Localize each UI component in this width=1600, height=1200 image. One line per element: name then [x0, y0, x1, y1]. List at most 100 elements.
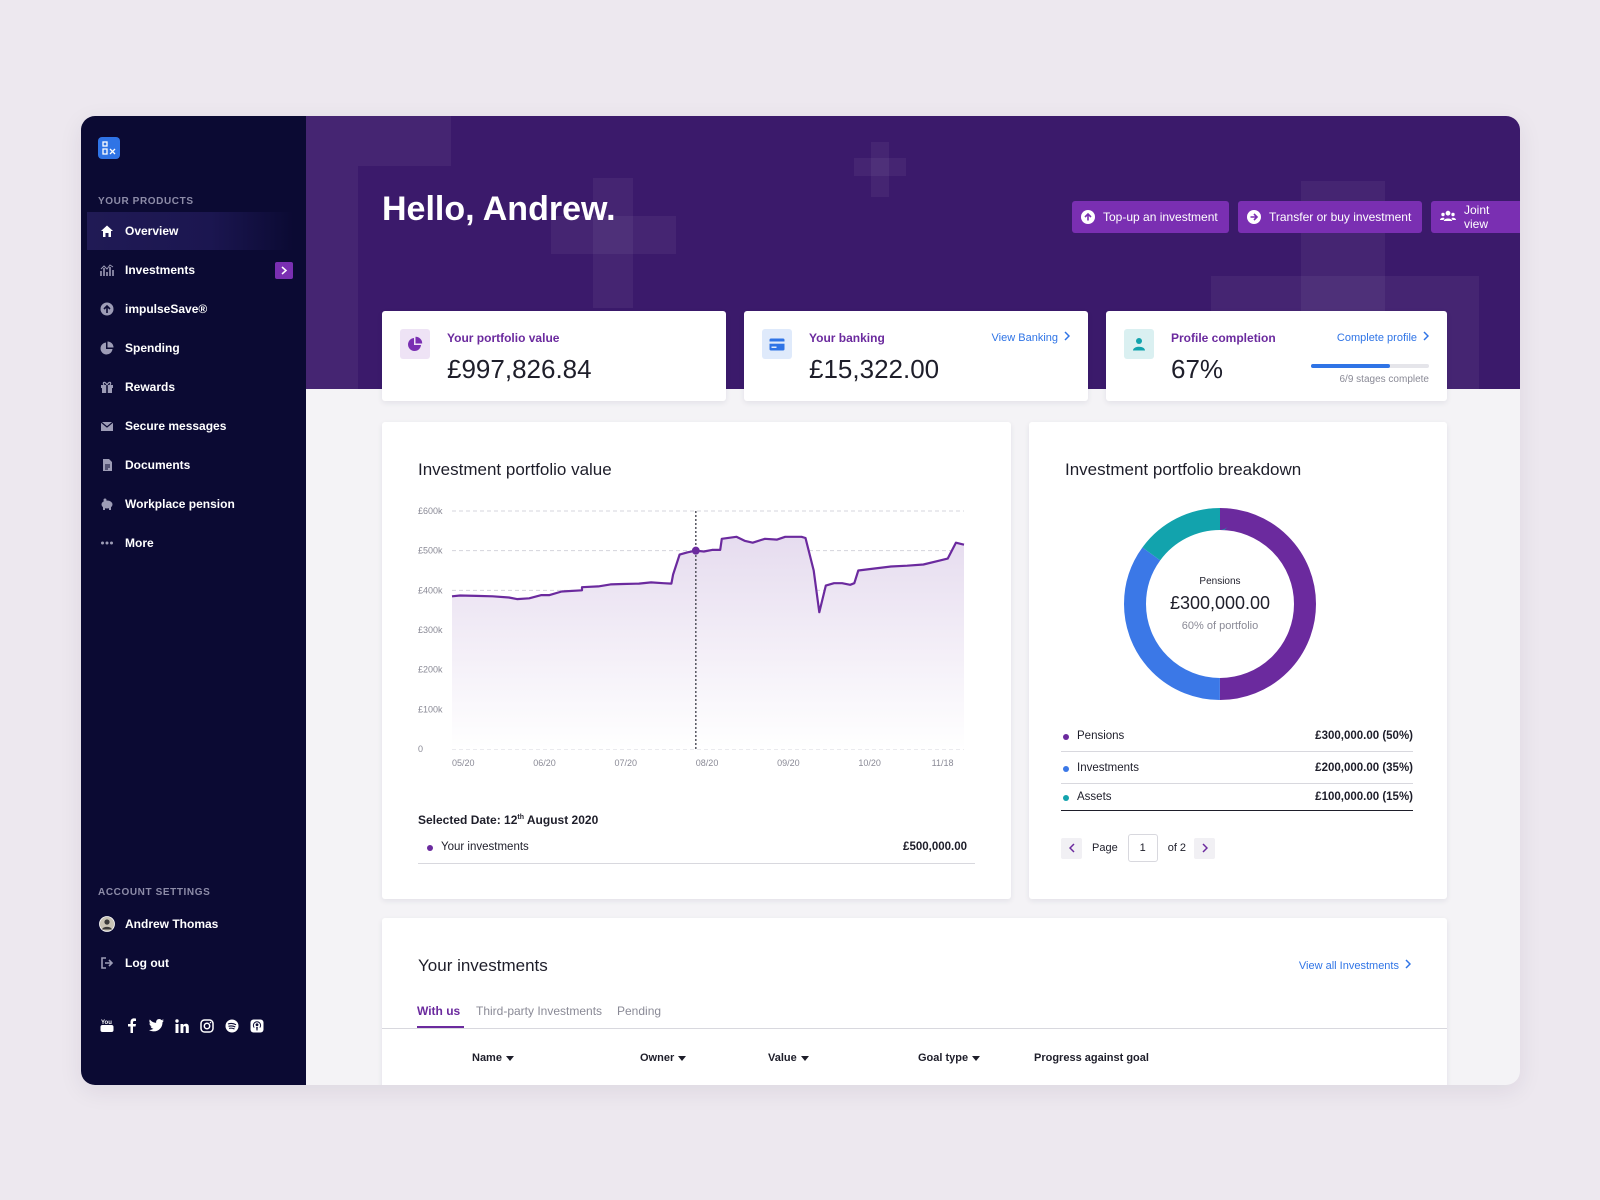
column-header-progress: Progress against goal: [1034, 1052, 1149, 1064]
sidebar-item-label: Secure messages: [125, 419, 227, 433]
chevron-right-icon[interactable]: [275, 262, 293, 279]
hero-decoration: [551, 216, 676, 254]
sidebar-item-label: Workplace pension: [125, 497, 235, 511]
kpi-value: £997,826.84: [447, 354, 592, 384]
investments-title: Your investments: [418, 956, 548, 975]
portfolio-donut-chart[interactable]: [1120, 504, 1320, 704]
tabs-divider: [382, 1028, 1447, 1029]
sidebar-item-label: Documents: [125, 458, 191, 472]
breakdown-row[interactable]: Assets £100,000.00 (15%): [1061, 785, 1413, 811]
y-tick-label: £100k: [418, 704, 443, 714]
transfer-buy-investment-button[interactable]: Transfer or buy investment: [1238, 201, 1422, 233]
sort-caret-icon: [800, 1055, 809, 1061]
sidebar-item-label: Log out: [125, 956, 169, 970]
sidebar-item-workplace-pension[interactable]: Workplace pension: [87, 485, 293, 523]
sidebar-item-account[interactable]: Andrew Thomas: [87, 905, 293, 943]
tab-pending[interactable]: Pending: [617, 1004, 662, 1018]
linkedin-icon[interactable]: [174, 1018, 189, 1033]
legend-value: £500,000.00: [903, 841, 967, 853]
your-investments-card: Your investments View all Investments Wi…: [382, 918, 1447, 1085]
podcast-icon[interactable]: [249, 1018, 264, 1033]
gift-icon: [99, 379, 115, 395]
button-label: Top-up an investment: [1103, 210, 1218, 224]
column-header-value[interactable]: Value: [768, 1052, 809, 1064]
page-input[interactable]: 1: [1127, 834, 1158, 862]
sidebar-item-label: Spending: [125, 341, 180, 355]
app-logo-icon[interactable]: [98, 137, 120, 159]
kpi-value: £15,322.00: [809, 354, 940, 384]
twitter-icon[interactable]: [149, 1018, 164, 1033]
column-label: Progress against goal: [1034, 1052, 1149, 1064]
instagram-icon[interactable]: [199, 1018, 214, 1033]
view-banking-link[interactable]: View Banking: [992, 331, 1071, 344]
chevron-right-icon: [1202, 843, 1208, 853]
legend-label: Your investments: [441, 841, 529, 853]
sidebar-item-spending[interactable]: Spending: [87, 329, 293, 367]
sidebar-item-label: Overview: [125, 224, 179, 238]
breakdown-row[interactable]: Pensions £300,000.00 (50%): [1061, 724, 1413, 752]
joint-view-button[interactable]: Joint view: [1431, 201, 1520, 233]
tab-third-party[interactable]: Third-party Investments: [476, 1004, 603, 1018]
page-title: Hello, Andrew.: [382, 190, 616, 228]
button-label: Joint view: [1464, 203, 1490, 231]
complete-profile-link[interactable]: Complete profile: [1337, 331, 1430, 344]
column-header-owner[interactable]: Owner: [640, 1052, 687, 1064]
sidebar-item-investments[interactable]: Investments: [87, 251, 293, 289]
sidebar-item-impulsesave[interactable]: impulseSave®: [87, 290, 293, 328]
spotify-icon[interactable]: [224, 1018, 239, 1033]
social-links: You: [99, 1018, 264, 1033]
column-header-name[interactable]: Name: [472, 1052, 514, 1064]
donut-center-value: £300,000.00: [1169, 593, 1271, 613]
column-header-goal-type[interactable]: Goal type: [918, 1052, 981, 1064]
y-tick-label: 0: [418, 744, 423, 754]
hero-decoration: [306, 116, 451, 166]
profile-progress-fill: [1311, 364, 1391, 368]
youtube-icon[interactable]: You: [99, 1018, 114, 1033]
selected-date-sup: th: [517, 814, 524, 821]
banking-card[interactable]: Your banking £15,322.00 View Banking: [744, 311, 1088, 401]
chart-title: Investment portfolio value: [418, 460, 612, 479]
series-area: [452, 536, 964, 749]
chevron-right-icon: [1405, 959, 1412, 972]
column-label: Owner: [640, 1052, 675, 1064]
y-tick-label: £500k: [418, 546, 443, 556]
breakdown-row[interactable]: Investments £200,000.00 (35%): [1061, 756, 1413, 784]
view-all-investments-link[interactable]: View all Investments: [1299, 959, 1412, 972]
page-label: Page: [1092, 842, 1118, 854]
chevron-right-icon: [1423, 331, 1430, 344]
sidebar-item-more[interactable]: More: [87, 524, 293, 562]
facebook-icon[interactable]: [124, 1018, 139, 1033]
portfolio-value-chart[interactable]: 0 £100k £200k £300k £400k £500k £600k 05/20 06/2…: [382, 497, 1011, 797]
donut-slice-investments[interactable]: [1124, 508, 1316, 700]
sidebar-item-overview[interactable]: Overview: [87, 212, 293, 250]
sidebar-item-secure-messages[interactable]: Secure messages: [87, 407, 293, 445]
button-label: Transfer or buy investment: [1269, 210, 1412, 224]
sidebar-item-logout[interactable]: Log out: [87, 944, 293, 982]
logout-icon: [99, 955, 115, 971]
more-dots-icon: [99, 535, 115, 551]
selected-date: Selected Date: 12th August 2020: [418, 813, 598, 827]
arrow-right-circle-icon: [1247, 210, 1261, 224]
tab-with-us[interactable]: With us: [417, 1004, 461, 1018]
account-section-label: ACCOUNT SETTINGS: [98, 887, 211, 898]
hero-decoration: [593, 178, 633, 308]
products-section-label: YOUR PRODUCTS: [98, 196, 194, 207]
sidebar-item-documents[interactable]: Documents: [87, 446, 293, 484]
prev-page-button[interactable]: [1061, 837, 1082, 859]
x-tick-label: 07/20: [615, 758, 638, 768]
selected-date-prefix: Selected Date: 12: [418, 813, 518, 827]
document-icon: [99, 457, 115, 473]
donut-slice-assets[interactable]: [1124, 508, 1316, 700]
profile-completion-card[interactable]: Profile completion 67% Complete profile …: [1106, 311, 1447, 401]
donut-center: Pensions £300,000.00 60% of portfolio: [1120, 576, 1320, 632]
next-page-button[interactable]: [1194, 837, 1216, 859]
hero-decoration: [306, 166, 358, 389]
selected-point: [691, 546, 700, 555]
portfolio-value-card[interactable]: Your portfolio value £997,826.84: [382, 311, 726, 401]
legend-row: Your investments £500,000.00: [418, 834, 975, 864]
donut-center-sub: 60% of portfolio: [1181, 620, 1259, 632]
top-up-investment-button[interactable]: Top-up an investment: [1072, 201, 1229, 233]
credit-card-icon: [762, 329, 792, 359]
sidebar-item-rewards[interactable]: Rewards: [87, 368, 293, 406]
profile-progress-text: 6/9 stages complete: [1339, 374, 1430, 385]
